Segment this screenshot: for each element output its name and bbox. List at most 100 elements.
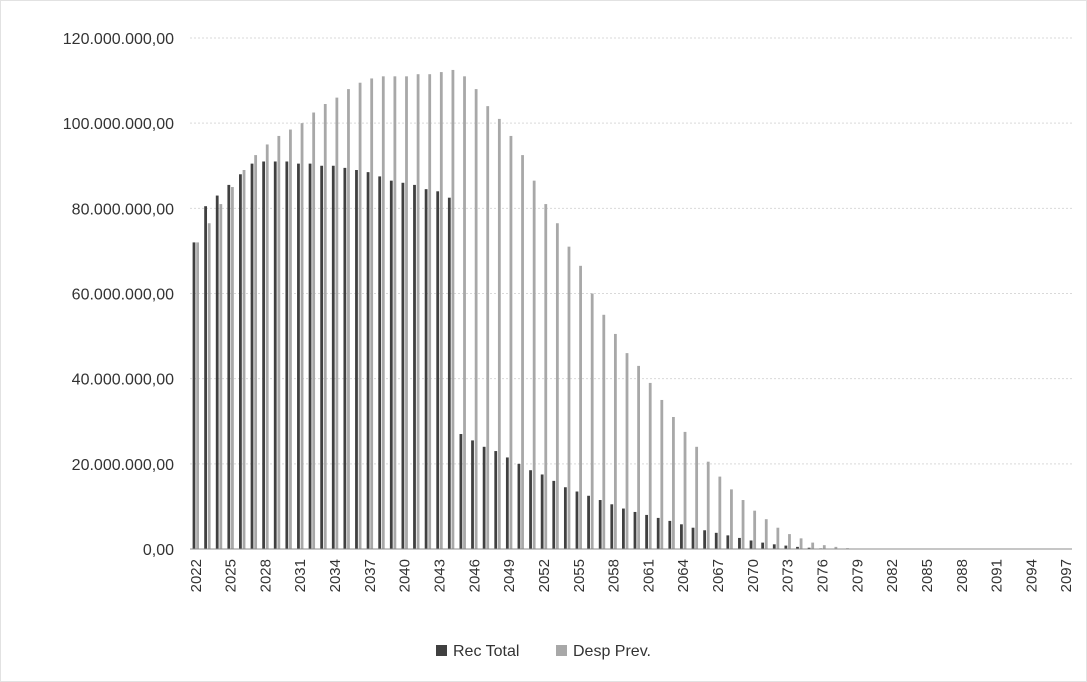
bar [289,129,292,550]
bar [822,545,826,549]
bar [254,155,258,549]
bar [331,165,335,549]
bar [459,434,463,549]
x-tick-label: 2064 [675,559,692,592]
x-tick-label: 2067 [710,559,727,592]
bar [610,504,614,549]
bar [215,195,219,549]
bar [718,476,722,549]
y-axis-tick-labels: 0,00 20.000.000,00 40.000.000,00 60.000.000… [63,31,174,559]
bar [335,97,339,550]
bar [277,135,281,549]
bar [447,197,451,549]
bar [529,470,532,549]
bar [645,514,649,549]
bar [532,180,536,549]
bar [428,74,432,549]
bar [598,500,602,549]
x-tick-label: 2088 [954,559,971,592]
bar [590,293,594,549]
bar [358,82,362,550]
bar [451,69,455,549]
bar [497,118,501,549]
x-tick-label: 2043 [432,559,449,592]
x-tick-label: 2031 [292,559,309,592]
bar [567,246,571,549]
bar [297,163,300,549]
x-tick-label: 2028 [257,559,274,592]
bar [540,474,544,549]
bar [347,89,350,549]
bar [668,520,672,549]
x-tick-label: 2079 [849,559,866,592]
bar [227,184,231,549]
legend-swatch [556,645,567,656]
x-tick-label: 2097 [1058,559,1075,592]
bar [683,431,687,549]
bar [517,463,521,549]
bar [660,399,664,549]
bar [242,170,246,549]
bar [405,76,408,549]
bar [265,144,269,549]
bar [625,353,629,549]
bar [471,440,474,549]
bar [555,223,559,550]
bar [343,167,347,549]
x-tick-label: 2037 [362,559,379,592]
bar [239,174,242,549]
bar [552,480,556,549]
y-tick-label: 120.000.000,00 [63,31,174,48]
bar [602,314,606,549]
y-tick-label: 0,00 [143,542,174,559]
bar [463,76,466,549]
bar [355,170,358,549]
bar [788,534,791,549]
gridlines [190,37,1072,465]
x-tick-label: 2055 [571,559,588,592]
bar [575,491,579,549]
bar [308,163,312,549]
bar [439,72,443,549]
series-desp-prev [196,69,861,550]
x-tick-label: 2052 [536,559,553,592]
bar [764,519,768,549]
bar [312,112,316,550]
bar [672,416,675,549]
bar [381,76,385,549]
x-tick-label: 2070 [745,559,762,592]
bar [323,104,327,549]
series-rec-total [192,161,857,550]
bar [753,510,757,549]
bar [273,161,277,550]
bar [320,165,324,549]
bar [219,204,223,549]
x-tick-label: 2091 [989,559,1006,592]
bar [486,106,490,549]
bar [726,535,730,549]
x-tick-label: 2082 [884,559,901,592]
bar [563,487,567,549]
legend-item: Desp Prev. [556,643,651,660]
bar [587,495,590,549]
y-tick-label: 20.000.000,00 [72,457,174,474]
bar [378,176,382,549]
bar [505,457,509,549]
bar [776,527,780,549]
bar [834,546,838,549]
bar [207,223,211,550]
legend: Rec Total Desp Prev. [436,643,651,660]
bar [192,242,196,549]
bar [521,155,524,549]
bar [772,544,776,549]
bar [579,265,582,549]
bar [695,446,699,549]
y-tick-label: 60.000.000,00 [72,287,174,304]
bar [622,508,625,549]
bar [300,123,304,550]
bar [738,537,741,549]
bar [474,89,478,549]
bar [613,333,617,549]
legend-swatch [436,645,447,656]
